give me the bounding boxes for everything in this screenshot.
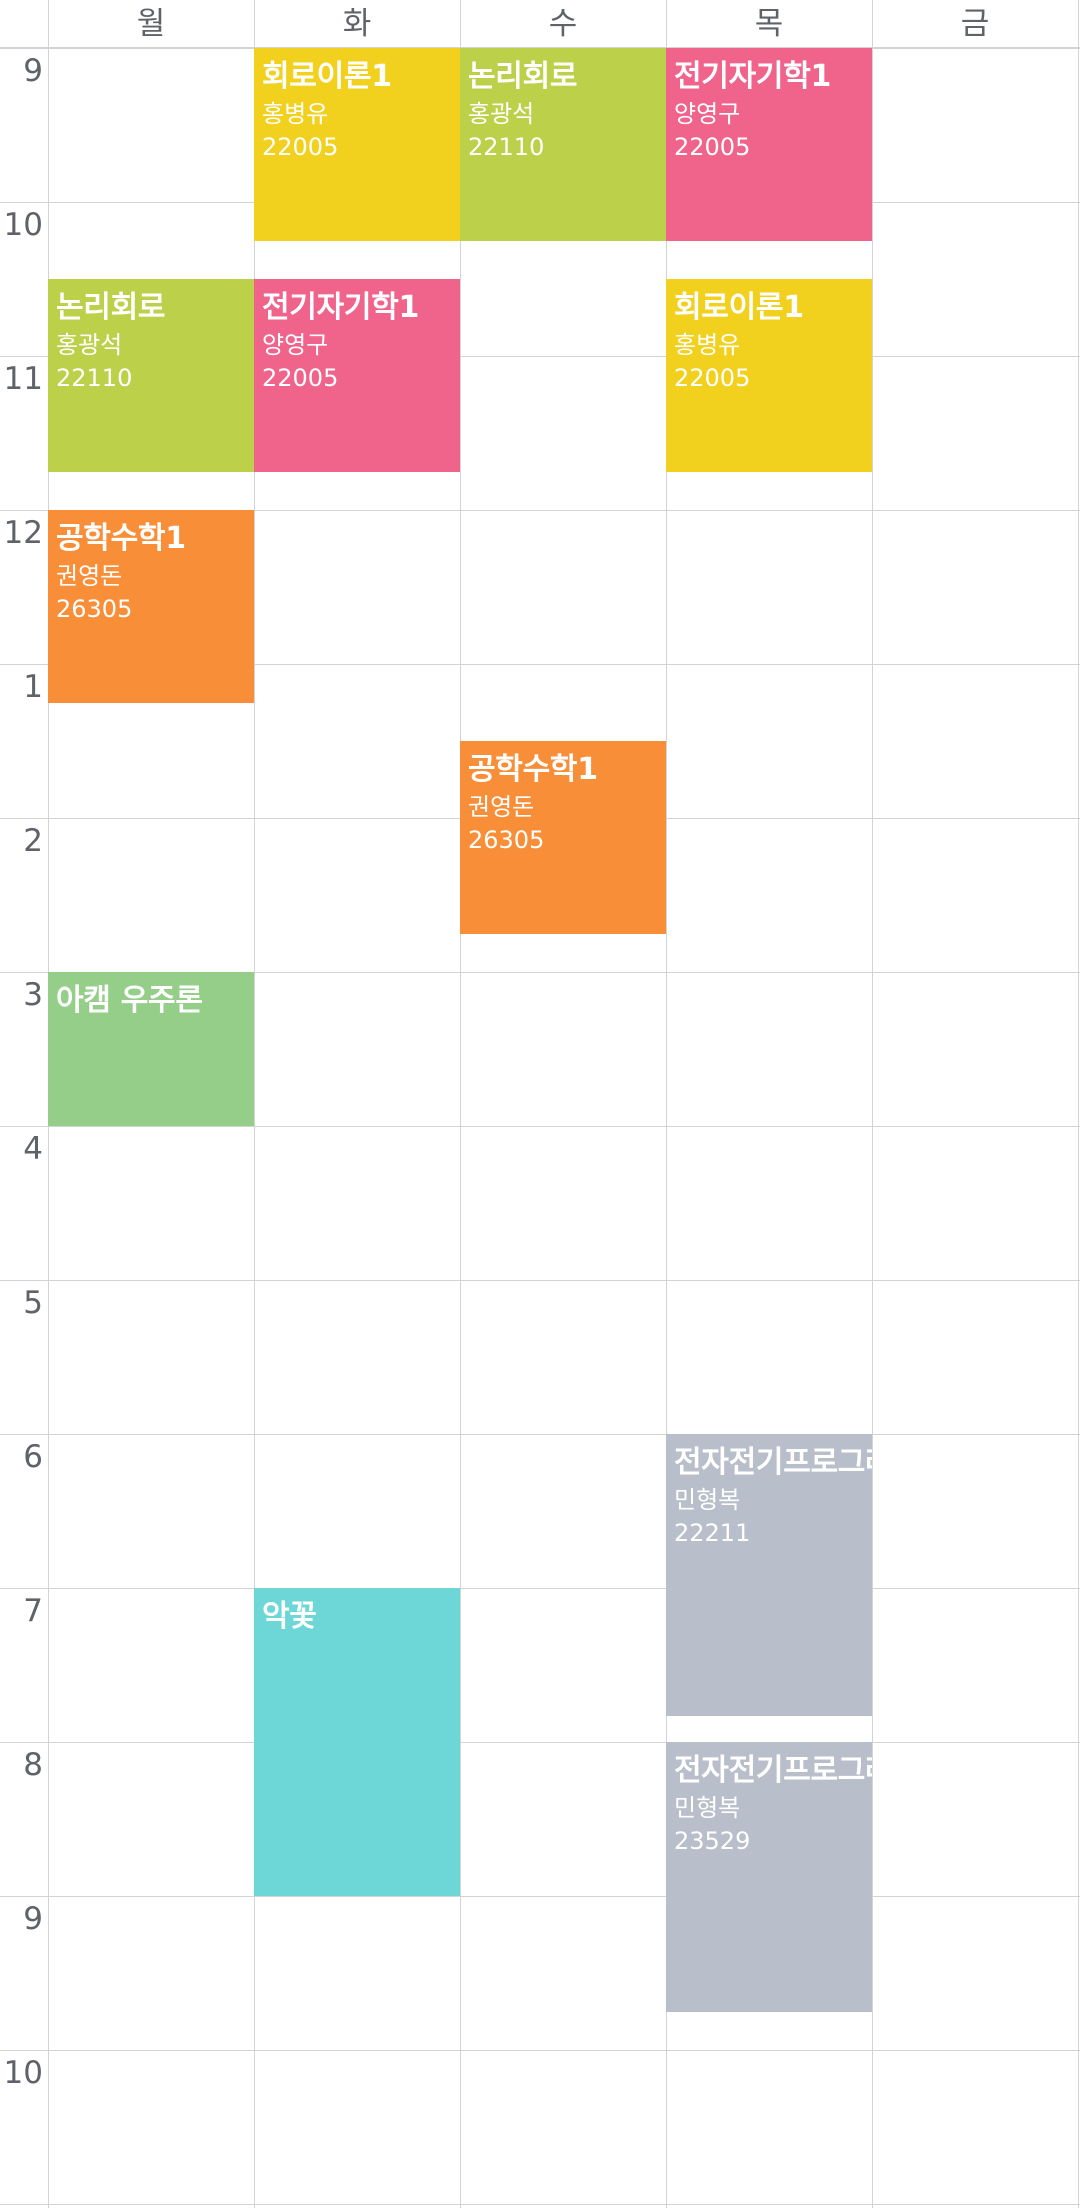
event-title: 전자전기프로그래밍실습 xyxy=(674,1753,872,1788)
event-e8[interactable]: 공학수학1 권영돈 26305 xyxy=(460,741,666,934)
event-room: 26305 xyxy=(56,594,133,623)
event-professor: 양영구 xyxy=(674,99,741,128)
event-title: 전기자기학1 xyxy=(674,59,832,94)
event-professor: 홍광석 xyxy=(468,99,535,128)
event-room: 22110 xyxy=(468,132,545,161)
event-e5[interactable]: 전기자기학1 양영구 22005 xyxy=(254,279,460,472)
event-room: 22211 xyxy=(674,1518,751,1547)
grid-hour-line xyxy=(0,510,1080,511)
event-title: 공학수학1 xyxy=(468,752,598,787)
grid-day-line xyxy=(254,0,255,2208)
time-label-12pm: 12 xyxy=(3,515,43,551)
event-title: 회로이론1 xyxy=(262,59,392,94)
day-header-wed: 수 xyxy=(548,6,578,42)
event-e2[interactable]: 논리회로 홍광석 22110 xyxy=(460,48,666,241)
event-professor: 양영구 xyxy=(262,330,329,359)
grid-hour-line xyxy=(0,664,1080,665)
grid-hour-line xyxy=(0,1434,1080,1435)
grid-day-line xyxy=(872,0,873,2208)
event-professor: 권영돈 xyxy=(56,561,123,590)
event-room: 23529 xyxy=(674,1826,751,1855)
event-e4[interactable]: 논리회로 홍광석 22110 xyxy=(48,279,254,472)
day-header-thu: 목 xyxy=(754,6,784,42)
grid-hour-line xyxy=(0,356,1080,357)
grid-hour-line xyxy=(0,1896,1080,1897)
event-room: 26305 xyxy=(468,825,545,854)
day-header-fri: 금 xyxy=(960,6,990,42)
grid-hour-line xyxy=(0,1126,1080,1127)
event-e3[interactable]: 전기자기학1 양영구 22005 xyxy=(666,48,872,241)
event-room: 22005 xyxy=(674,132,751,161)
event-e9[interactable]: 아캠 우주론 xyxy=(48,972,254,1126)
event-room: 22005 xyxy=(674,363,751,392)
event-e6[interactable]: 회로이론1 홍병유 22005 xyxy=(666,279,872,472)
event-room: 22110 xyxy=(56,363,133,392)
day-header-tue: 화 xyxy=(342,6,372,42)
event-e1[interactable]: 회로이론1 홍병유 22005 xyxy=(254,48,460,241)
event-professor: 민형복 xyxy=(674,1485,741,1514)
grid-day-line xyxy=(460,0,461,2208)
time-label-10pm: 10 xyxy=(3,2055,43,2091)
time-axis: 9 10 11 12 1 2 3 4 5 6 7 8 9 10 xyxy=(0,0,48,2208)
time-label-10am: 10 xyxy=(3,207,43,243)
time-label-5pm: 5 xyxy=(23,1285,43,1321)
event-title: 악꽃 xyxy=(262,1599,317,1634)
grid-hour-line xyxy=(0,2204,1080,2205)
event-title: 전기자기학1 xyxy=(262,290,420,325)
time-label-9pm: 9 xyxy=(23,1901,43,1937)
day-header-mon: 월 xyxy=(136,6,166,42)
weekday-header: 월 화 수 목 금 xyxy=(0,0,1080,48)
time-label-1pm: 1 xyxy=(23,669,43,705)
event-e7[interactable]: 공학수학1 권영돈 26305 xyxy=(48,510,254,703)
event-title: 아캠 우주론 xyxy=(56,983,203,1018)
event-title: 공학수학1 xyxy=(56,521,186,556)
grid-hour-line xyxy=(0,2050,1080,2051)
event-title: 회로이론1 xyxy=(674,290,804,325)
event-professor: 홍광석 xyxy=(56,330,123,359)
event-professor: 홍병유 xyxy=(262,99,329,128)
event-e11[interactable]: 악꽃 xyxy=(254,1588,460,1896)
time-label-9am: 9 xyxy=(23,53,43,89)
time-label-6pm: 6 xyxy=(23,1439,43,1475)
grid-day-line xyxy=(1078,0,1079,2208)
event-professor: 민형복 xyxy=(674,1793,741,1822)
time-label-4pm: 4 xyxy=(23,1131,43,1167)
grid-hour-line xyxy=(0,972,1080,973)
event-room: 22005 xyxy=(262,132,339,161)
grid-hour-line xyxy=(0,1742,1080,1743)
time-label-7pm: 7 xyxy=(23,1593,43,1629)
time-label-2pm: 2 xyxy=(23,823,43,859)
grid-day-line xyxy=(666,0,667,2208)
time-label-11am: 11 xyxy=(3,361,43,397)
event-professor: 홍병유 xyxy=(674,330,741,359)
event-title: 논리회로 xyxy=(56,290,166,325)
event-e10[interactable]: 전자전기프로그래밍실습 민형복 22211 xyxy=(666,1434,872,1717)
grid-hour-line xyxy=(0,1280,1080,1281)
time-label-3pm: 3 xyxy=(23,977,43,1013)
grid-hour-line xyxy=(0,1588,1080,1589)
time-label-8pm: 8 xyxy=(23,1747,43,1783)
event-room: 22005 xyxy=(262,363,339,392)
event-title: 전자전기프로그래밍실습 xyxy=(674,1445,872,1480)
event-title: 논리회로 xyxy=(468,59,578,94)
event-e12[interactable]: 전자전기프로그래밍실습 민형복 23529 xyxy=(666,1742,872,2012)
event-professor: 권영돈 xyxy=(468,792,535,821)
